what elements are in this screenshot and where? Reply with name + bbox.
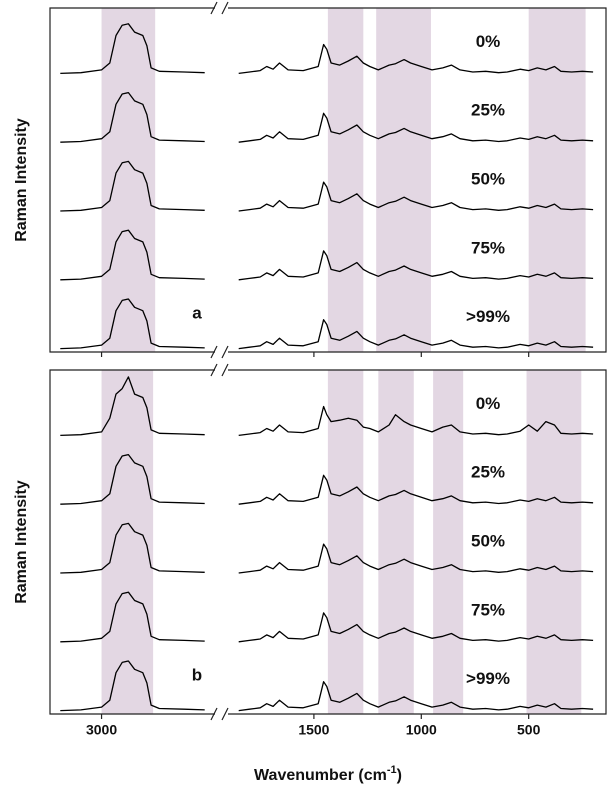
shaded-band (327, 8, 364, 352)
axis-frame (49, 369, 607, 715)
panel-label: a (192, 304, 202, 323)
shaded-band (327, 370, 364, 714)
shaded-band (101, 370, 154, 714)
panel-label: b (192, 666, 202, 685)
shaded-band (378, 370, 414, 714)
series-label: 0% (476, 394, 501, 413)
shaded-band (526, 370, 582, 714)
shaded-band (528, 8, 586, 352)
shaded-band (101, 8, 156, 352)
series-label: 25% (471, 101, 505, 120)
axis-break (210, 1, 229, 15)
spectrum-line (60, 298, 594, 350)
spectrum-line (60, 376, 594, 437)
shaded-band (376, 8, 431, 352)
series-label: 75% (471, 238, 505, 257)
series-label: 50% (471, 531, 505, 550)
spectrum-line (60, 91, 594, 143)
x-axis-label-sup: -1 (387, 764, 397, 776)
x-tick-label: 1500 (298, 722, 329, 738)
series-label: 0% (476, 32, 501, 51)
series-label: 75% (471, 600, 505, 619)
axis-frame (49, 7, 607, 353)
x-axis-label-text: Wavenumber (cm (254, 767, 387, 784)
series-label: >99% (466, 669, 510, 688)
spectrum-line (60, 160, 594, 212)
x-tick-label: 3000 (86, 722, 117, 738)
x-axis-label: Wavenumber (cm-1) (254, 764, 402, 784)
axis-break (210, 363, 229, 377)
spectrum-line (60, 23, 594, 75)
series-label: 25% (471, 463, 505, 482)
x-tick-label: 1000 (406, 722, 437, 738)
axis-break (210, 345, 229, 359)
x-tick-label: 500 (517, 722, 541, 738)
y-axis-label: Raman Intensity (13, 480, 30, 604)
spectrum-line (60, 522, 594, 574)
axis-break (210, 707, 229, 721)
x-axis-label-end: ) (397, 767, 402, 784)
spectrum-line (60, 229, 594, 281)
spectrum-line (60, 660, 594, 712)
shaded-band (433, 370, 464, 714)
series-label: >99% (466, 307, 510, 326)
series-label: 50% (471, 169, 505, 188)
spectrum-line (60, 453, 594, 505)
spectrum-line (60, 591, 594, 643)
y-axis-label: Raman Intensity (13, 118, 30, 242)
